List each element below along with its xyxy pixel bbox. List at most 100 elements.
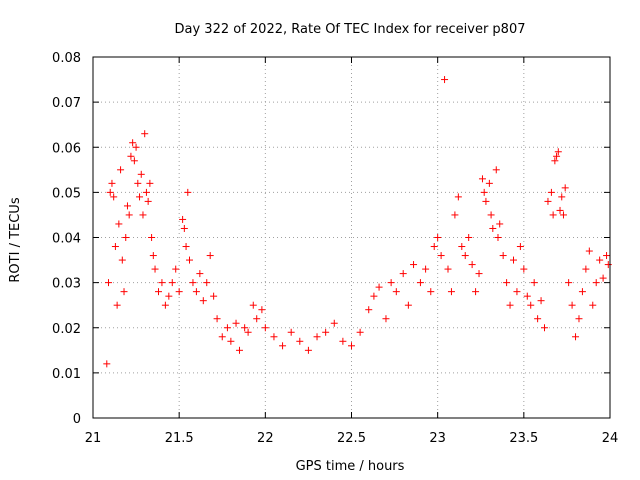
data-point	[175, 288, 183, 296]
data-point	[168, 279, 176, 287]
y-tick-label: 0.03	[52, 277, 81, 292]
data-point	[253, 315, 261, 323]
data-point	[179, 215, 187, 223]
data-point	[122, 234, 130, 241]
data-point	[330, 319, 338, 327]
data-point	[494, 234, 502, 241]
data-point	[589, 301, 597, 309]
data-point	[578, 288, 586, 296]
y-tick-label: 0.02	[52, 322, 81, 337]
data-point	[148, 234, 156, 241]
x-tick-label: 24	[602, 431, 619, 446]
data-point	[182, 243, 190, 251]
data-point	[132, 143, 140, 151]
data-point	[458, 243, 466, 251]
data-points-layer	[103, 76, 612, 368]
data-point	[541, 324, 549, 332]
data-point	[258, 306, 266, 314]
data-point	[430, 243, 438, 251]
data-point	[227, 337, 235, 345]
data-point	[206, 252, 214, 260]
data-point	[475, 270, 483, 278]
data-point	[489, 224, 497, 232]
data-point	[136, 193, 144, 201]
data-point	[184, 188, 192, 196]
data-point	[165, 292, 173, 300]
data-point	[572, 333, 580, 341]
data-point	[232, 319, 240, 327]
x-tick-label: 22.5	[337, 431, 366, 446]
data-point	[513, 288, 521, 296]
data-point	[480, 188, 488, 196]
data-point	[544, 197, 552, 205]
data-point	[213, 315, 221, 323]
data-point	[296, 337, 304, 345]
data-point	[118, 256, 126, 264]
y-tick-label: 0.01	[52, 367, 81, 382]
grid-layer	[93, 57, 610, 418]
data-point	[561, 184, 569, 192]
data-point	[287, 328, 295, 336]
data-point	[399, 270, 407, 278]
data-point	[365, 306, 373, 314]
data-point	[348, 342, 355, 350]
data-point	[496, 220, 504, 228]
data-point	[437, 252, 445, 260]
data-point	[468, 261, 476, 269]
data-point	[134, 179, 142, 187]
data-point	[123, 202, 131, 210]
data-point	[551, 157, 559, 165]
data-point	[158, 279, 166, 287]
data-point	[537, 297, 545, 305]
data-point	[565, 279, 573, 287]
data-point	[142, 188, 150, 196]
data-point	[554, 148, 562, 156]
data-point	[559, 211, 567, 219]
data-point	[127, 152, 135, 160]
data-point	[523, 292, 531, 300]
data-point	[509, 256, 517, 264]
data-point	[186, 256, 194, 264]
x-tick-label: 23	[429, 431, 446, 446]
data-point	[387, 279, 395, 287]
data-point	[422, 265, 430, 273]
data-point	[203, 279, 211, 287]
data-point	[151, 265, 159, 273]
y-axis-label: ROTI / TECUs	[8, 197, 23, 282]
data-point	[103, 360, 111, 368]
data-point	[375, 283, 383, 291]
data-point	[506, 301, 514, 309]
data-point	[416, 279, 424, 287]
data-point	[270, 333, 278, 341]
data-point	[441, 76, 449, 84]
data-point	[130, 157, 138, 165]
data-point	[410, 261, 418, 269]
x-tick-label: 21	[85, 431, 102, 446]
data-point	[105, 279, 113, 287]
data-point	[125, 211, 133, 219]
data-point	[139, 211, 147, 219]
data-point	[261, 324, 269, 332]
data-point	[556, 206, 564, 214]
data-point	[120, 288, 128, 296]
data-point	[575, 315, 583, 323]
data-point	[141, 130, 149, 138]
data-point	[108, 179, 116, 187]
x-axis-label: GPS time / hours	[296, 459, 405, 474]
data-point	[482, 197, 490, 205]
data-point	[558, 193, 566, 201]
data-point	[499, 252, 507, 260]
data-point	[370, 292, 378, 300]
data-point	[585, 247, 593, 255]
data-point	[196, 270, 204, 278]
data-point	[199, 297, 207, 305]
data-point	[111, 243, 119, 251]
data-point	[603, 252, 611, 260]
data-point	[547, 188, 555, 196]
data-point	[503, 279, 511, 287]
data-point	[472, 288, 480, 296]
data-point	[596, 256, 604, 264]
data-point	[137, 170, 145, 178]
